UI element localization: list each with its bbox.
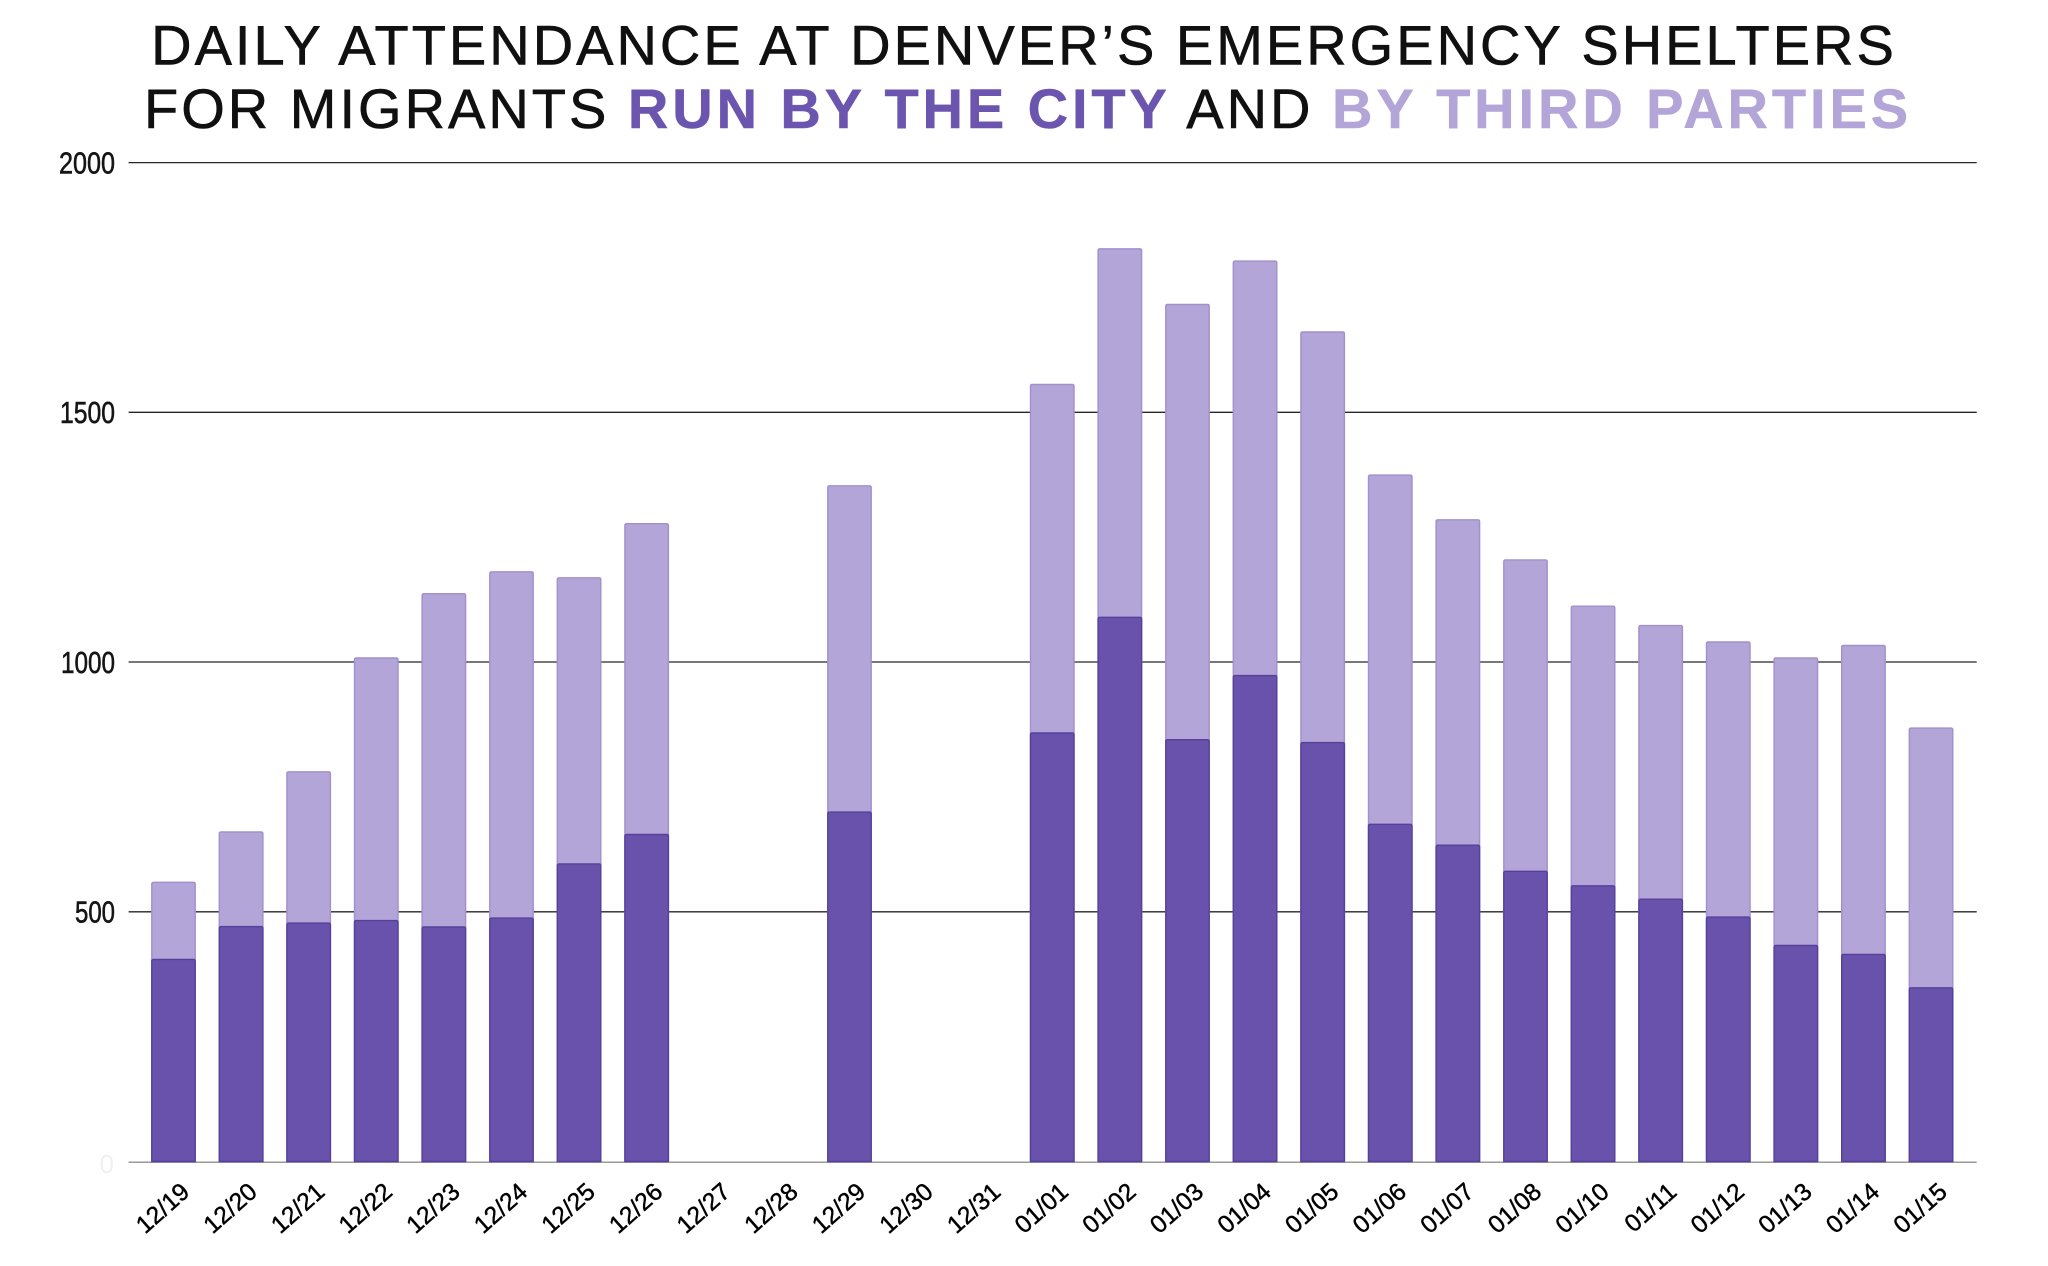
- svg-text:DAILY ATTENDANCE AT DENVER’S E: DAILY ATTENDANCE AT DENVER’S EMERGENCY S…: [151, 14, 1897, 77]
- svg-text:1000: 1000: [61, 645, 115, 680]
- svg-text:0: 0: [100, 1149, 114, 1179]
- svg-text:500: 500: [75, 895, 115, 930]
- svg-text:2000: 2000: [59, 145, 115, 180]
- svg-text:FOR MIGRANTS RUN BY THE CITY A: FOR MIGRANTS RUN BY THE CITY AND BY THIR…: [144, 77, 1912, 140]
- svg-text:1500: 1500: [60, 395, 115, 430]
